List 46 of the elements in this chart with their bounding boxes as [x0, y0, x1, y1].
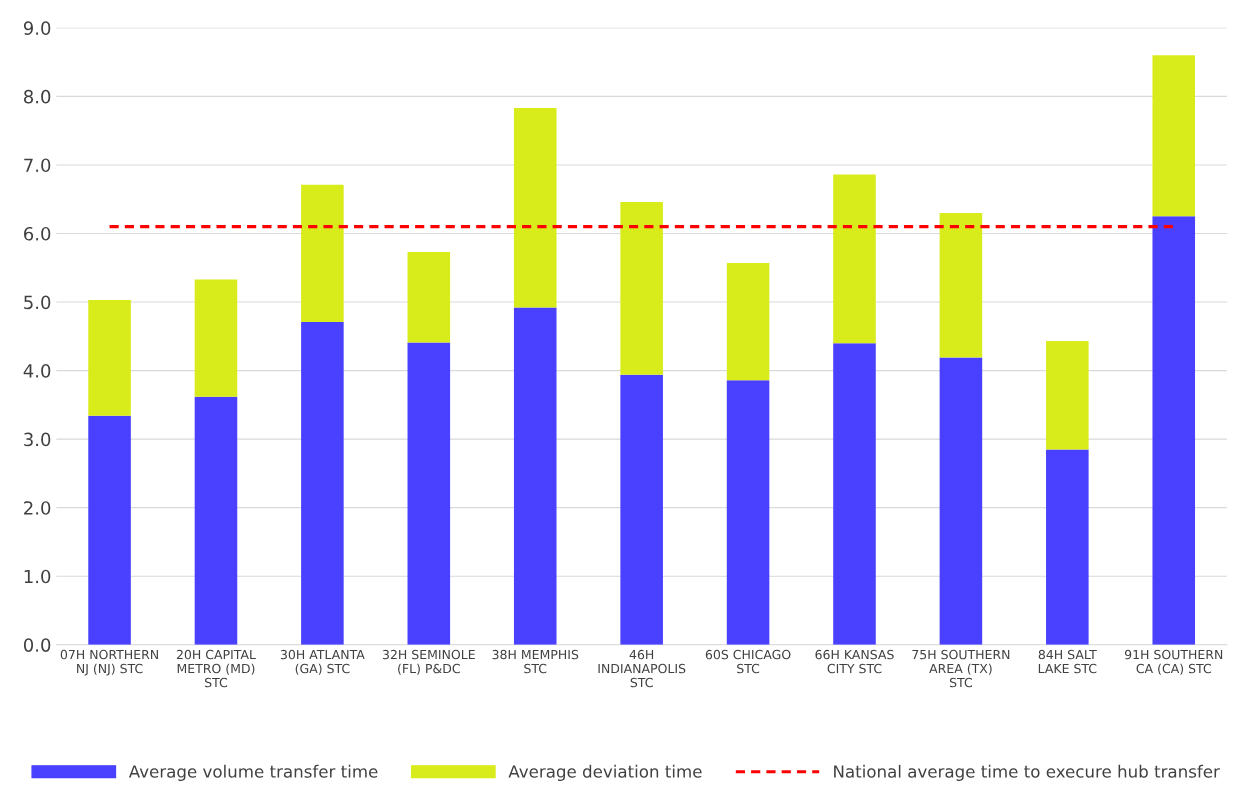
- y-tick-label: 7.0: [24, 158, 51, 173]
- bar: [726, 262, 770, 381]
- x-tick-label: 20H CAPITAL METRO (MD) STC: [176, 649, 256, 688]
- bar: [833, 343, 876, 645]
- bar: [833, 174, 876, 344]
- legend-label: Average volume transfer time: [128, 764, 378, 781]
- bar: [407, 252, 451, 343]
- x-tick-label: 46H INDIANAPOLIS STC: [598, 649, 686, 688]
- bar: [194, 279, 238, 397]
- bar: [88, 299, 131, 416]
- bar: [301, 321, 344, 645]
- bar: [726, 380, 770, 645]
- x-tick-label: 07H NORTHERN NJ (NJ) STC: [60, 649, 158, 676]
- x-tick-label: 84H SALT LAKE STC: [1038, 649, 1097, 674]
- x-tick-label: 30H ATLANTA (GA) STC: [280, 649, 365, 675]
- x-tick-label: 60S CHICAGO STC: [705, 649, 791, 674]
- x-tick-label: 91H SOUTHERN CA (CA) STC: [1124, 649, 1223, 675]
- y-tick-label: 5.0: [24, 295, 51, 310]
- bar: [1046, 449, 1089, 645]
- y-tick-label: 9.0: [23, 21, 51, 35]
- bar: [513, 307, 557, 645]
- bar: [1152, 216, 1196, 645]
- legend-label: Average deviation time: [508, 764, 702, 781]
- bar: [939, 212, 983, 358]
- bar: [194, 396, 238, 645]
- y-tick-label: 3.0: [24, 432, 51, 447]
- bar: [513, 108, 557, 308]
- y-tick-label: 2.0: [24, 501, 51, 515]
- bar: [620, 201, 663, 375]
- bar: [939, 357, 983, 645]
- legend-label: National average time to execure hub transfer: [834, 764, 1220, 781]
- y-tick-label: 0.0: [23, 638, 51, 652]
- x-tick-label: 66H KANSAS CITY STC: [815, 649, 894, 674]
- bar: [620, 374, 663, 645]
- y-tick-label: 6.0: [24, 226, 51, 241]
- bar: [1046, 341, 1089, 450]
- bar: [407, 342, 451, 645]
- x-tick-label: 38H MEMPHIS STC: [492, 649, 579, 674]
- bar: [301, 184, 344, 322]
- y-tick-label: 8.0: [23, 89, 51, 104]
- y-tick-label: 1.0: [24, 569, 51, 584]
- x-tick-label: 75H SOUTHERN AREA (TX) STC: [912, 649, 1010, 688]
- bar: [1152, 55, 1196, 217]
- bar: [88, 415, 131, 645]
- x-tick-label: 32H SEMINOLE (FL) P&DC: [382, 649, 475, 675]
- y-tick-label: 4.0: [23, 364, 51, 378]
